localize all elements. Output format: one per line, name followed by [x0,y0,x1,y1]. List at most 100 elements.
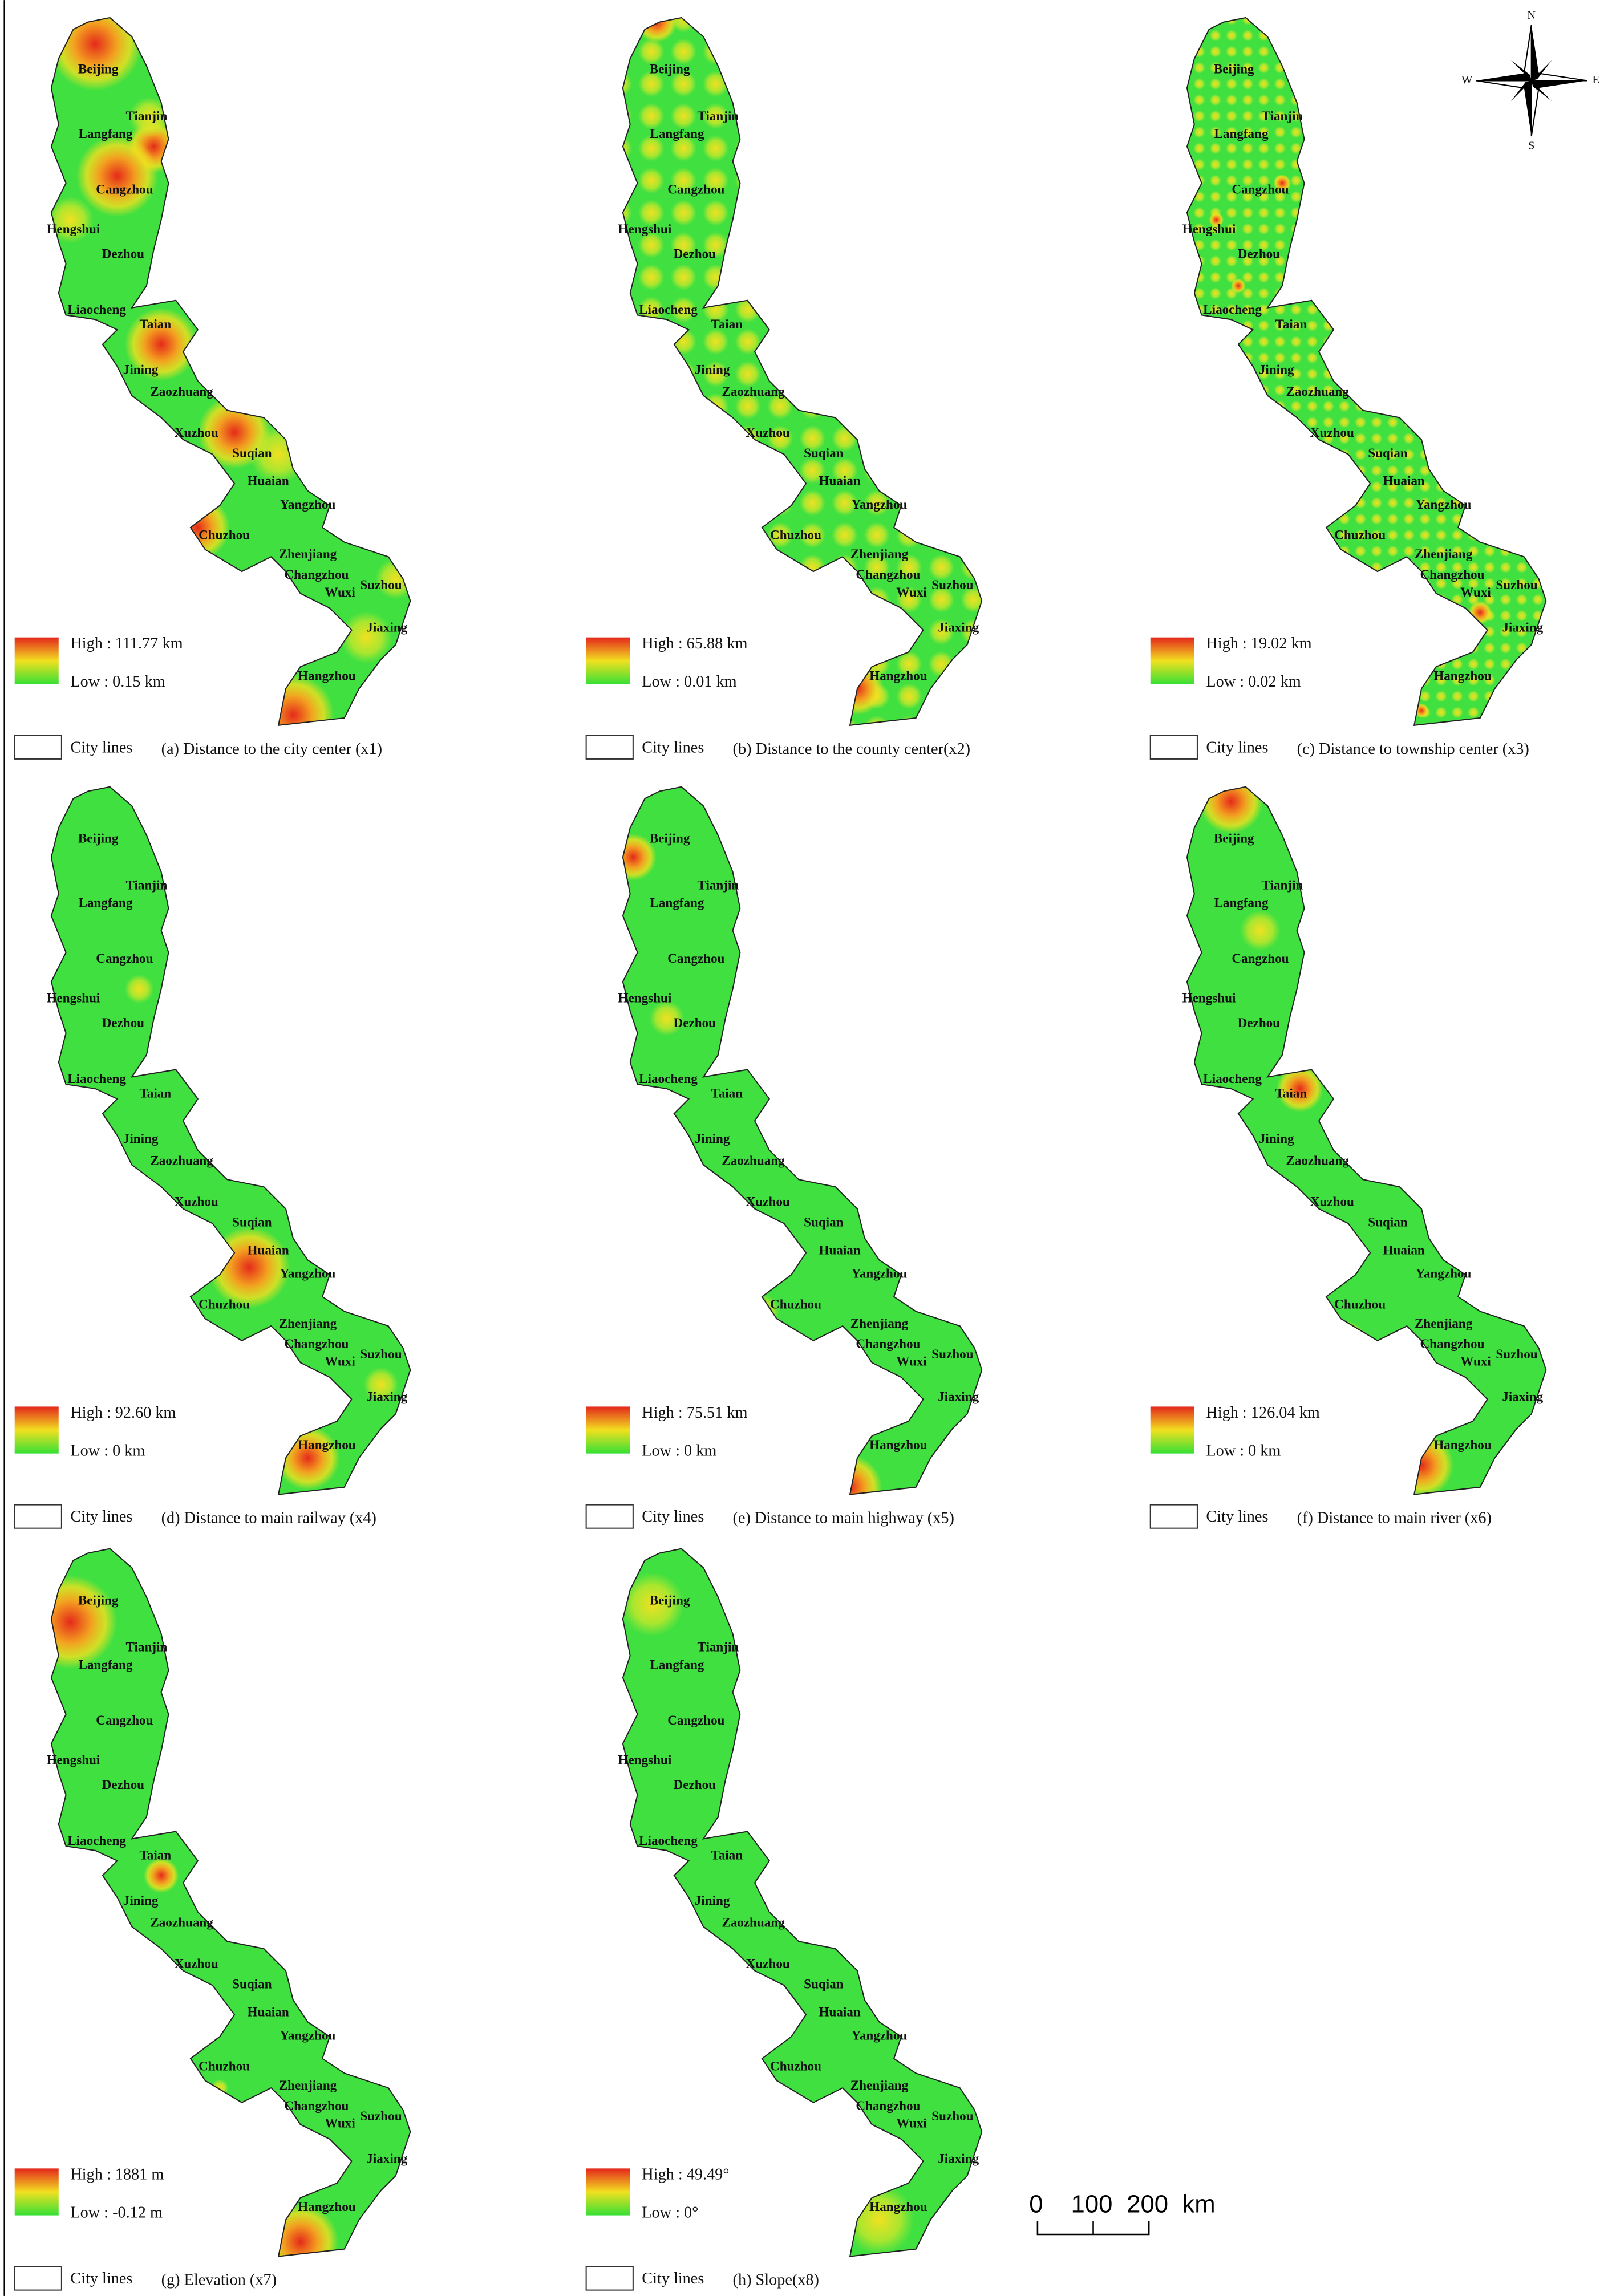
city-label: Zaozhuang [722,1916,785,1930]
surface-spot [1322,674,1334,686]
surface-spot [1186,513,1189,525]
surface-spot [1483,513,1496,525]
surface-spot [1548,30,1560,42]
legend-ramp [14,637,59,684]
surface-spot [1548,610,1560,622]
surface-spot [1483,239,1496,251]
surface-spot [896,264,922,291]
surface-spot [1306,287,1318,299]
surface-spot [1467,110,1480,122]
surface-spot [1483,159,1496,171]
surface-spot [928,135,955,162]
surface-spot [1467,303,1480,315]
surface-spot [1500,594,1512,606]
surface-spot [1516,400,1528,412]
surface-spot [1354,17,1367,26]
surface-spot [1467,271,1480,283]
city-label: Zhenjiang [1415,1316,1473,1331]
legend-ramp [1150,637,1194,684]
surface-spot [1274,110,1286,122]
legend-line-label: City lines [1206,739,1268,756]
city-label: Hangzhou [869,1438,927,1453]
surface-spot [896,393,922,420]
surface-spot [1500,561,1512,574]
surface-spot [1467,448,1480,461]
surface-spot [1322,610,1334,622]
surface-spot [1548,320,1560,332]
surface-spot [1451,190,1463,203]
surface-spot [1274,159,1286,171]
surface-spot [638,167,665,194]
surface-spot [1516,303,1528,315]
surface-spot [1306,384,1318,396]
city-label: Yangzhou [852,1267,908,1281]
surface-spot [622,264,633,291]
surface-spot [1483,303,1496,315]
city-label: Hengshui [47,222,100,237]
city-label: Xuzhou [746,1957,790,1972]
surface-spot [1467,62,1480,74]
surface-spot [1274,481,1286,493]
surface-spot [1419,594,1431,606]
surface-spot [1532,400,1544,412]
surface-spot [1403,594,1415,606]
surface-spot [51,196,94,244]
surface-spot [1500,658,1512,670]
surface-spot [1225,110,1238,122]
surface-spot [831,489,858,516]
surface-spot [799,38,826,65]
surface-spot [1387,368,1399,380]
surface-spot [1242,223,1254,235]
surface-spot [799,683,826,710]
surface-spot [670,393,697,420]
surface-spot [1419,62,1431,74]
surface-spot [1306,497,1318,509]
surface-spot [1273,174,1291,192]
surface-spot [1500,159,1512,171]
surface-spot [1403,30,1415,42]
surface-spot [1338,432,1351,445]
surface-spot [1290,319,1302,332]
city-label: Zhenjiang [850,1316,909,1331]
surface-spot [799,103,826,129]
legend-line-label: City lines [642,1508,704,1526]
city-label: Hangzhou [869,2200,927,2214]
surface-spot [1419,126,1431,139]
city-label: Suzhou [931,578,973,593]
surface-spot [831,586,858,613]
surface-spot [1258,465,1270,477]
surface-spot [1371,642,1383,654]
surface-spot [622,393,633,420]
surface-spot [702,135,729,162]
surface-spot [735,264,762,291]
surface-spot [1516,206,1528,219]
surface-spot [1225,723,1238,725]
surface-spot [1225,529,1238,541]
legend-line-swatch [14,2266,62,2291]
surface-spot [1290,30,1302,42]
surface-spot [1274,610,1286,622]
surface-spot [1186,610,1189,622]
surface-spot [767,328,793,355]
city-label: Langfang [78,1657,132,1672]
surface-spot [1371,594,1383,606]
surface-spot [1500,481,1512,493]
surface-spot [735,715,762,725]
surface-spot [1225,416,1238,428]
surface-spot [1225,78,1238,90]
surface-spot [1483,30,1496,42]
surface-spot [1306,658,1318,670]
surface-spot [1225,706,1238,719]
surface-spot [1548,674,1560,686]
surface-spot [638,457,665,484]
surface-spot [1354,110,1367,122]
surface-spot [1354,529,1367,541]
surface-spot [864,360,890,387]
surface-spot [1435,78,1447,90]
surface-spot [1548,642,1560,654]
surface-spot [1516,46,1528,58]
surface-spot [1354,610,1367,622]
surface-spot [1322,626,1334,638]
surface-spot [1338,658,1351,670]
surface-spot [622,328,633,355]
